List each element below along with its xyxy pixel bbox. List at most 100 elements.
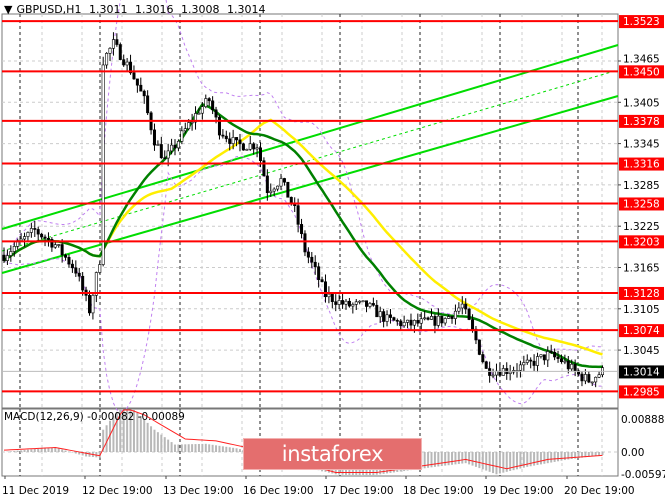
level-label-box	[619, 235, 664, 249]
candle	[388, 308, 392, 324]
time-label: 16 Dec 19:00	[243, 485, 314, 497]
candle	[426, 316, 430, 321]
candle	[248, 136, 252, 151]
candle	[200, 102, 204, 120]
candle-body	[378, 311, 382, 318]
candle-body	[204, 98, 208, 107]
level-label: 1.3128	[623, 288, 660, 300]
candle	[12, 240, 16, 257]
candle	[419, 312, 423, 330]
candle-body	[542, 354, 546, 361]
candle-body	[88, 295, 92, 314]
candle-body	[556, 356, 560, 359]
time-label: 12 Dec 19:00	[82, 485, 153, 497]
candle	[392, 316, 396, 321]
candle-body	[214, 109, 218, 118]
candle	[29, 222, 33, 238]
time-label: 11 Dec 2019	[2, 485, 69, 497]
candle	[532, 354, 536, 371]
candle-body	[347, 300, 351, 307]
candle-body	[577, 370, 581, 375]
candle	[402, 315, 406, 328]
candle	[176, 139, 180, 152]
candle-body	[313, 261, 317, 267]
level-label-box	[619, 15, 664, 29]
candle	[26, 231, 30, 241]
candle-body	[26, 232, 30, 237]
candle-body	[60, 244, 64, 256]
candle-body	[518, 364, 522, 371]
candle-body	[317, 266, 321, 280]
price-tick-label: 1.3225	[623, 221, 660, 233]
candle-body	[194, 113, 198, 123]
candle-body	[501, 368, 505, 376]
candle-body	[211, 100, 215, 111]
candle	[98, 261, 102, 274]
candle-body	[279, 178, 283, 187]
candle-body	[173, 144, 177, 149]
candle-body	[491, 374, 495, 377]
candle	[132, 65, 136, 80]
candle-body	[597, 374, 601, 378]
candle-body	[358, 300, 362, 303]
chart-header: ▼ GBPUSD,H1 1.3011 1.3016 1.3008 1.3014	[4, 3, 269, 16]
candle-body	[566, 360, 570, 370]
candle-body	[327, 293, 331, 298]
candle	[378, 306, 382, 323]
candle-body	[563, 360, 567, 363]
candle	[23, 232, 27, 247]
candle	[429, 308, 433, 320]
candle-body	[539, 354, 543, 357]
candle-body	[546, 351, 550, 361]
candle-body	[142, 90, 146, 97]
candle	[382, 308, 386, 328]
candle-body	[457, 307, 461, 312]
candle-body	[146, 95, 150, 114]
candle	[245, 148, 249, 151]
time-label: 20 Dec 19:00	[564, 485, 635, 497]
candle	[5, 249, 9, 266]
candle	[238, 133, 242, 152]
macd-tick-label: 0.00888	[621, 414, 664, 426]
candle-body	[43, 236, 47, 239]
candle-body	[570, 363, 574, 370]
candle-body	[508, 371, 512, 374]
candle-body	[419, 318, 423, 324]
candle	[269, 183, 273, 197]
candle-body	[590, 381, 594, 384]
candle	[221, 129, 225, 139]
candle	[91, 292, 95, 320]
level-label: 1.3074	[623, 325, 660, 337]
candle-body	[118, 44, 122, 60]
candle	[553, 348, 557, 361]
candle	[262, 157, 266, 177]
candle-body	[406, 319, 410, 323]
candle	[231, 129, 235, 150]
candle	[57, 244, 61, 248]
candle	[125, 58, 129, 71]
candle-body	[436, 315, 440, 326]
candle-body	[197, 112, 201, 115]
candle-body	[402, 322, 406, 327]
candle	[88, 290, 92, 316]
candle-body	[46, 238, 50, 240]
candle	[173, 139, 177, 156]
candle	[211, 96, 215, 115]
candle-body	[231, 137, 235, 144]
candle-body	[361, 300, 365, 303]
candle-body	[409, 319, 413, 326]
price-tick-label: 1.3165	[623, 262, 660, 274]
price-tick-label: 1.3105	[623, 304, 660, 316]
candle	[587, 371, 591, 384]
candle-body	[23, 236, 27, 240]
candle-body	[180, 130, 184, 142]
candle-body	[351, 304, 355, 307]
candle	[358, 300, 362, 305]
collapse-triangle-icon[interactable]: ▼	[4, 3, 13, 16]
candle	[529, 357, 533, 369]
level-label-box	[619, 324, 664, 338]
price-tick-label: 1.3345	[623, 139, 660, 151]
candle	[330, 292, 334, 309]
